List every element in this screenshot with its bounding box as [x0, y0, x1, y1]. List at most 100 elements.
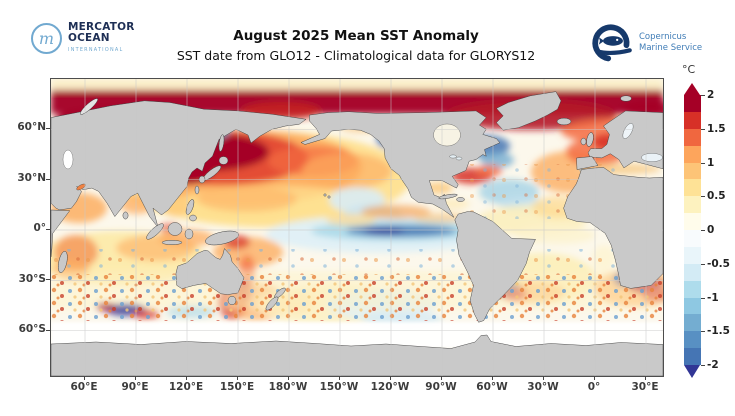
tick-mark [594, 376, 595, 380]
copernicus-marine-logo: Copernicus Marine Service [590, 20, 702, 66]
colorbar-tick-label: -2 [707, 359, 719, 371]
land-mindanao [189, 214, 197, 222]
title-block: August 2025 Mean SST Anomaly SST date fr… [50, 28, 662, 63]
land-madagascar [58, 250, 68, 274]
colorbar-segment [684, 213, 701, 230]
colorbar-segment [684, 331, 701, 349]
land-greenland [496, 91, 562, 131]
land-europe [587, 110, 663, 170]
hudson-bay [433, 123, 461, 147]
land-iceland [556, 117, 572, 126]
figure-subtitle: SST date from GLO12 - Climatological dat… [176, 48, 536, 63]
colorbar-segment [684, 246, 701, 264]
x-tick-label: 150°E [219, 381, 255, 393]
land-nz-south [265, 296, 279, 311]
y-tick-label: 30°N [17, 171, 46, 184]
tick-mark [701, 128, 705, 130]
land-hokkaido [218, 156, 229, 165]
graticule [51, 79, 663, 376]
colorbar-tick-label: 1.5 [707, 122, 726, 135]
southern-ocean-speckle [51, 275, 663, 321]
black-sea [641, 153, 663, 162]
colorbar-segment [684, 314, 701, 332]
mercator-monogram-letter: m [38, 29, 55, 48]
mercator-tagline: INTERNATIONAL [68, 46, 124, 53]
x-tick-label: 120°W [370, 381, 410, 393]
subtropical-speckle [51, 249, 663, 275]
land-africa [563, 167, 663, 289]
land-java [161, 240, 183, 245]
colorbar-unit-label: °C [682, 63, 696, 76]
copernicus-fish-icon [592, 24, 632, 62]
tick-mark [186, 376, 187, 380]
tick-mark [135, 376, 136, 380]
mercator-monogram-icon: m [31, 23, 62, 54]
tick-mark [492, 376, 493, 380]
colorbar-segment [684, 348, 701, 365]
land-ireland [580, 137, 587, 146]
mercator-ocean-logo: m MERCATOR OCEAN INTERNATIONAL [31, 19, 135, 54]
land-hawaii [323, 193, 327, 197]
land-australia [175, 248, 245, 295]
land-taiwan [194, 185, 200, 195]
land-hispaniola [456, 197, 465, 202]
map-frame [50, 78, 664, 377]
land-sulawesi [184, 228, 194, 240]
colorbar-segment [684, 145, 701, 163]
tick-mark [288, 376, 289, 380]
x-tick-label: 180°W [268, 381, 308, 393]
y-tick-label: 60°S [18, 322, 46, 335]
tick-mark [46, 329, 50, 331]
antarctic-ice-band [51, 322, 663, 348]
colorbar-segment [684, 280, 701, 298]
great-lakes [449, 154, 457, 159]
tick-mark [701, 365, 705, 366]
tick-mark [701, 196, 705, 198]
x-tick-label: 60°E [70, 381, 98, 393]
land-britain [586, 132, 594, 147]
x-tick-label: 150°W [319, 381, 359, 393]
x-tick-label: 30°E [631, 381, 659, 393]
tick-mark [46, 229, 50, 230]
land-tasmania [227, 295, 237, 306]
land-africa-horn [51, 209, 70, 258]
x-tick-label: 90°W [425, 381, 457, 393]
land-borneo [167, 222, 183, 236]
tick-mark [701, 263, 705, 265]
tick-mark [701, 162, 705, 164]
colorbar-tick-label: -0.5 [707, 257, 730, 270]
land-novaya-zemlya [80, 98, 98, 115]
colorbar-tick-label: -1.5 [707, 325, 730, 338]
colorbar-segment [684, 111, 701, 129]
x-tick-label: 90°E [121, 381, 149, 393]
copernicus-line1: Copernicus [639, 31, 687, 42]
colorbar-arrow-down-icon [684, 365, 700, 378]
tick-mark [701, 95, 705, 96]
land-hawaii2 [327, 195, 331, 199]
tick-mark [46, 279, 50, 281]
colorbar-segment [684, 196, 701, 214]
colorbar [684, 83, 701, 378]
tick-mark [645, 376, 646, 380]
land-sakhalin [218, 134, 225, 152]
mercator-name-line1: MERCATOR [68, 21, 135, 33]
colorbar-segment [684, 263, 701, 281]
caspian-sea [62, 149, 74, 170]
land-svalbard [620, 95, 632, 102]
colorbar-segment [684, 95, 701, 112]
x-tick-label: 30°W [527, 381, 559, 393]
land-sri-lanka [122, 211, 129, 220]
sst-anomaly-map [51, 79, 663, 376]
land-sumatra [146, 223, 164, 240]
tick-mark [701, 297, 705, 299]
land-new-guinea [205, 230, 239, 246]
colorbar-segment [684, 162, 701, 180]
colorbar-arrow-up-icon [684, 83, 700, 95]
land-iberia [576, 156, 599, 170]
y-tick-label: 0° [33, 222, 46, 234]
x-tick-label: 60°W [476, 381, 508, 393]
tick-mark [339, 376, 340, 380]
colorbar-tick-label: 2 [707, 89, 715, 101]
y-tick-label: 60°N [17, 121, 46, 133]
